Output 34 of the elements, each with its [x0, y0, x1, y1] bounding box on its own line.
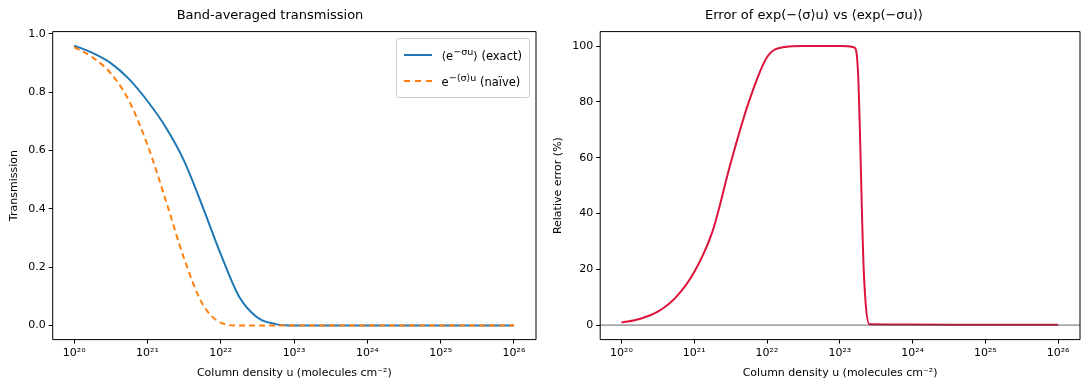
x-tick-label: 10²¹ [682, 346, 706, 360]
chart-title: Band-averaged transmission [176, 7, 364, 23]
y-tick-label: 0.4 [28, 201, 46, 215]
x-tick-label: 10²⁵ [429, 346, 453, 360]
y-tick-label: 0.2 [28, 260, 46, 274]
x-axis-title: Column density u (molecules cm⁻²) [196, 366, 392, 380]
x-tick-label: 10²⁶ [1046, 346, 1071, 360]
x-tick-label: 10²⁵ [973, 346, 997, 360]
y-axis-title: Transmission [7, 150, 21, 223]
legend-label: e$^{−⟨σ⟩u}$ (naïve) [441, 72, 521, 89]
y-tick-label: 0.0 [28, 318, 46, 332]
y-tick-label: 20 [579, 262, 594, 276]
y-tick-label: 100 [572, 38, 594, 52]
y-tick-label: 1.0 [28, 26, 46, 40]
x-tick-label: 10²⁰ [610, 346, 634, 360]
y-axis-title: Relative error (%) [551, 137, 565, 235]
x-tick-label: 10²⁶ [502, 346, 526, 360]
x-tick-label: 10²² [755, 346, 779, 360]
x-axis-title: Column density u (molecules cm⁻²) [742, 366, 938, 380]
y-tick-label: 0 [586, 317, 594, 331]
x-tick-label: 10²⁴ [355, 346, 380, 360]
x-tick-label: 10²⁰ [62, 346, 87, 360]
x-tick-label: 10²⁴ [901, 346, 925, 360]
y-tick-label: 60 [579, 150, 594, 164]
x-tick-label: 10²³ [828, 346, 852, 360]
chart-title: Error of exp(−⟨σ⟩u) vs ⟨exp(−σu)⟩ [705, 7, 923, 23]
y-tick-label: 0.8 [28, 85, 46, 99]
x-tick-label: 10²² [209, 346, 233, 360]
y-tick-label: 80 [579, 94, 594, 108]
y-tick-label: 0.6 [28, 143, 46, 157]
y-tick-label: 40 [579, 206, 594, 220]
x-tick-label: 10²¹ [136, 346, 159, 360]
legend-label: ⟨e$^{−σu}$⟩ (exact) [441, 46, 522, 63]
x-tick-label: 10²³ [282, 346, 306, 360]
